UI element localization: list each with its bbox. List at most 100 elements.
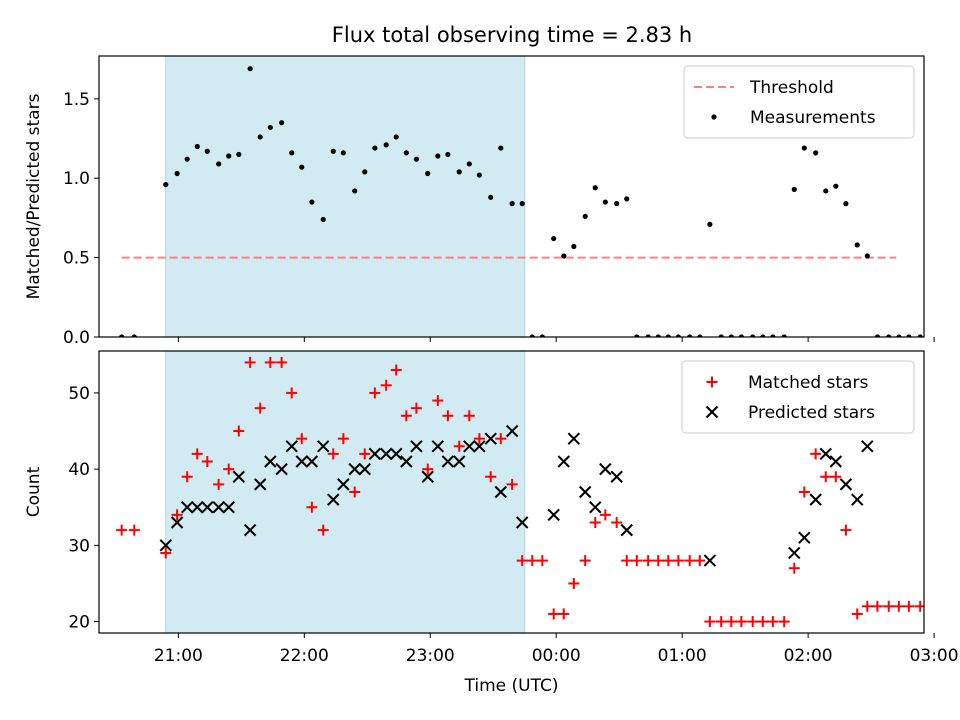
data-point (441, 455, 455, 468)
data-point (579, 555, 591, 567)
data-point (431, 440, 445, 453)
legend-label: Matched stars (748, 373, 868, 393)
data-point (194, 143, 200, 150)
legend-swatch (705, 405, 719, 419)
data-point (484, 432, 497, 445)
data-point (380, 379, 392, 391)
data-point (174, 170, 180, 177)
data-point (275, 462, 288, 476)
data-point (551, 235, 557, 242)
data-point (561, 253, 567, 259)
data-point (337, 433, 349, 445)
data-point (568, 577, 580, 589)
data-point (757, 616, 769, 628)
data-point (222, 501, 235, 514)
data-point (675, 334, 681, 337)
data-point (257, 134, 263, 140)
data-point (400, 410, 412, 422)
data-point (286, 387, 298, 399)
data-point (735, 616, 747, 628)
data-point (327, 493, 340, 506)
data-point (602, 199, 608, 205)
data-point (864, 253, 870, 259)
data-point (840, 524, 852, 536)
data-point (819, 447, 832, 461)
data-point (781, 334, 787, 337)
data-point (519, 201, 525, 207)
data-point (770, 334, 776, 337)
data-point (226, 153, 232, 159)
data-point (854, 242, 860, 248)
data-point (495, 433, 507, 445)
observing-span-shade (165, 55, 526, 338)
data-point (410, 402, 422, 414)
data-point (163, 181, 169, 188)
data-point (264, 356, 276, 368)
data-point (548, 608, 560, 620)
x-tick-label: 02:00 (784, 646, 833, 666)
data-point (296, 433, 308, 445)
data-point (839, 478, 853, 491)
data-point (368, 447, 382, 461)
data-point (244, 356, 256, 368)
legend: Threshold Measurements (683, 65, 915, 139)
data-point (131, 334, 137, 337)
data-point (610, 470, 623, 483)
data-point (191, 448, 203, 460)
data-point (160, 547, 172, 559)
data-point (687, 334, 693, 337)
data-point (861, 600, 873, 612)
data-point (463, 410, 475, 422)
data-point (181, 471, 193, 483)
data-point (379, 447, 393, 461)
y-tick-label: 1.0 (63, 169, 90, 189)
data-point (435, 153, 441, 159)
data-point (352, 188, 358, 194)
data-point (801, 145, 807, 151)
data-point (327, 448, 339, 460)
data-point (180, 501, 194, 514)
data-point (279, 120, 285, 126)
top-panel: 0.0 0.5 1.0 1.5 Matched/Predicted stars Thres… (24, 55, 935, 348)
data-point (159, 539, 172, 552)
x-tick-label: 01:00 (658, 646, 707, 666)
data-point (571, 243, 577, 250)
data-point (526, 555, 538, 567)
data-point (820, 471, 832, 483)
y-tick-label: 50 (68, 384, 90, 404)
data-point (791, 186, 797, 192)
x-tick-label: 23:00 (406, 646, 455, 666)
data-point (896, 334, 902, 337)
data-point (201, 501, 214, 514)
data-point (453, 440, 465, 452)
data-point (614, 201, 620, 207)
data-point (558, 608, 570, 620)
data-point (592, 185, 598, 191)
data-point (305, 455, 319, 468)
data-point (216, 161, 222, 167)
data-point (362, 169, 368, 175)
data-point (694, 555, 706, 567)
data-point (359, 448, 371, 460)
data-point (665, 334, 671, 337)
data-point (703, 554, 717, 567)
data-point (557, 455, 570, 468)
data-point (851, 493, 864, 506)
data-point (348, 462, 361, 476)
data-point (506, 478, 518, 490)
data-point (642, 555, 654, 567)
data-point (299, 164, 305, 170)
legend-swatch (711, 114, 717, 120)
data-point (893, 600, 905, 612)
data-point (509, 201, 515, 207)
data-point (624, 196, 630, 202)
data-point (718, 334, 724, 337)
y-tick-label: 0.5 (63, 249, 90, 269)
data-point (589, 501, 602, 514)
chart-title: Flux total observing time = 2.83 h (332, 23, 692, 47)
data-point (320, 216, 326, 223)
data-point (515, 516, 529, 529)
data-point (316, 440, 330, 453)
data-point (204, 148, 210, 154)
y-tick-label: 30 (68, 536, 90, 556)
